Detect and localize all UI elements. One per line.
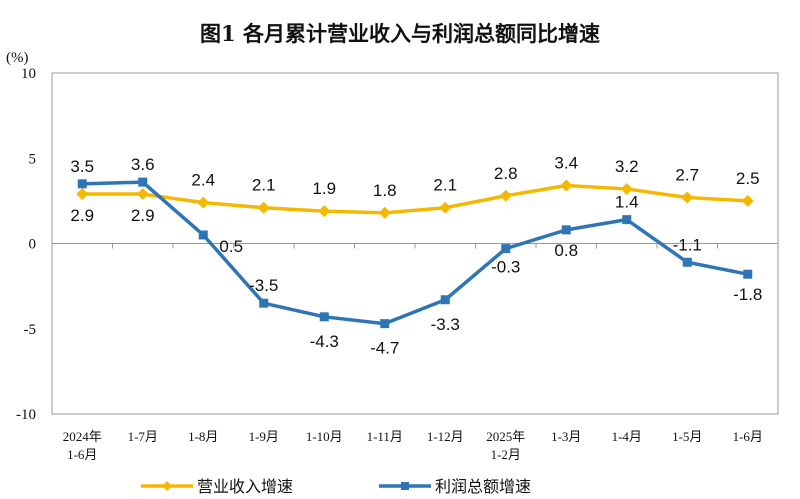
profit-point xyxy=(682,257,692,267)
profit-data-label: -1.1 xyxy=(673,235,702,254)
x-tick-label: 1-10月 xyxy=(306,429,343,444)
profit-data-label: -0.3 xyxy=(491,258,520,277)
legend-marker-2 xyxy=(401,482,409,490)
revenue-point xyxy=(560,179,573,192)
profit-point xyxy=(319,312,329,322)
x-tick-label: 1-12月 xyxy=(427,429,464,444)
profit-point xyxy=(138,177,148,187)
revenue-data-label: 3.2 xyxy=(615,157,639,176)
profit-data-label: 3.5 xyxy=(70,157,94,176)
x-tick-label: 2024年 xyxy=(63,429,102,444)
revenue-data-label: 2.8 xyxy=(494,164,518,183)
revenue-data-label: 2.4 xyxy=(191,171,215,190)
x-tick-label: 1-5月 xyxy=(672,429,702,444)
x-tick-label: 1-11月 xyxy=(367,429,403,444)
x-tick-label: 1-9月 xyxy=(249,429,279,444)
y-tick-label: -5 xyxy=(24,322,37,338)
revenue-point xyxy=(681,191,694,204)
x-tick-label: 1-4月 xyxy=(612,429,642,444)
profit-data-label: -4.7 xyxy=(370,339,399,358)
profit-data-label: -3.3 xyxy=(431,315,460,334)
revenue-point xyxy=(439,201,452,214)
profit-point xyxy=(380,319,390,329)
y-tick-label: 5 xyxy=(29,151,37,167)
profit-point xyxy=(77,179,87,189)
revenue-point xyxy=(76,188,89,201)
revenue-point xyxy=(257,201,270,214)
revenue-point xyxy=(499,189,512,202)
y-tick-label: 10 xyxy=(21,66,36,82)
x-tick-label: 1-6月 xyxy=(733,429,763,444)
revenue-data-label: 2.7 xyxy=(675,165,699,184)
y-axis-unit: (%) xyxy=(6,50,29,66)
legend-marker-1 xyxy=(162,481,172,491)
series-line-2 xyxy=(82,180,749,326)
profit-data-label: 3.6 xyxy=(131,155,155,174)
revenue-data-label: 2.9 xyxy=(131,206,155,225)
profit-data-label: -1.8 xyxy=(733,285,762,304)
revenue-point xyxy=(741,194,754,207)
profit-data-label: 1.4 xyxy=(615,193,639,212)
revenue-point xyxy=(378,206,391,219)
revenue-data-label: 2.9 xyxy=(70,206,94,225)
revenue-data-label: 2.5 xyxy=(736,169,760,188)
x-tick-label: 2025年 xyxy=(486,429,525,444)
revenue-point xyxy=(197,196,210,209)
legend-label-1: 营业收入增速 xyxy=(197,477,293,496)
revenue-point xyxy=(136,188,149,201)
profit-data-label: 0.5 xyxy=(219,237,243,256)
profit-point xyxy=(561,225,571,235)
profit-point xyxy=(440,295,450,305)
profit-data-label: 0.8 xyxy=(554,241,578,260)
y-tick-label: 0 xyxy=(29,237,37,253)
profit-point xyxy=(743,269,753,279)
profit-data-label: -3.5 xyxy=(249,276,278,295)
profit-point xyxy=(622,215,632,225)
revenue-data-label: 3.4 xyxy=(554,154,578,173)
revenue-point xyxy=(620,182,633,195)
profit-data-label: -4.3 xyxy=(310,332,339,351)
y-tick-label: -10 xyxy=(16,407,36,423)
x-tick-label: 1-2月 xyxy=(491,447,521,462)
series-line-1 xyxy=(82,183,748,215)
x-tick-label: 1-7月 xyxy=(128,429,158,444)
x-tick-label: 1-3月 xyxy=(551,429,581,444)
profit-point xyxy=(198,230,208,240)
revenue-data-label: 1.8 xyxy=(373,181,397,200)
x-tick-label: 1-8月 xyxy=(188,429,218,444)
x-tick-label: 1-6月 xyxy=(67,447,97,462)
profit-point xyxy=(501,244,511,254)
profit-point xyxy=(259,298,269,308)
revenue-data-label: 1.9 xyxy=(312,179,336,198)
revenue-data-label: 2.1 xyxy=(433,176,457,195)
legend-label-2: 利润总额增速 xyxy=(435,477,531,496)
revenue-data-label: 2.1 xyxy=(252,176,276,195)
chart-title: 图1 各月累计营业收入与利润总额同比增速 xyxy=(200,21,600,46)
revenue-point xyxy=(318,205,331,218)
